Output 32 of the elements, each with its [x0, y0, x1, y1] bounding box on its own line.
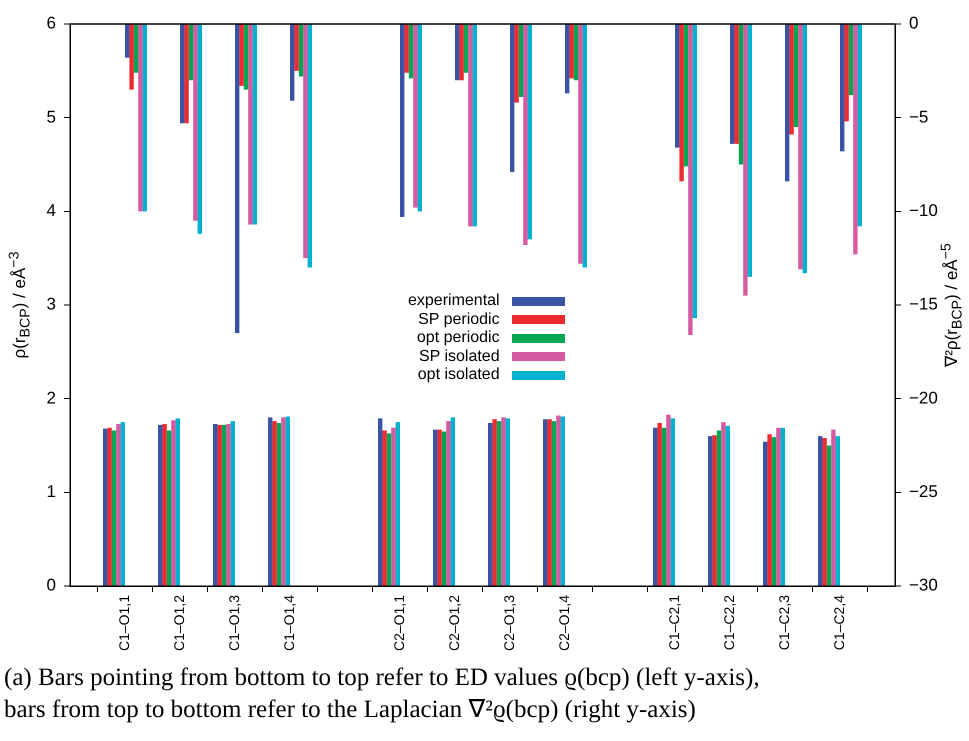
y-tick-label: 5: [46, 107, 56, 126]
legend-label: experimental: [408, 292, 500, 310]
y2-tick-label: −25: [909, 482, 938, 502]
x-tick-label: C1–C2,1: [666, 594, 682, 650]
y-tick-label: 3: [46, 294, 56, 314]
y-tick-label: 2: [46, 388, 56, 408]
text: (a) Bars pointing from bottom to top refer to ED values ϱ(bcp) (left y-axis), bars from top to bottom refer to the Laplacian ∇²ϱ(bcp) (right y-axis): [4, 663, 760, 725]
x-tick-label: C2–O1,1: [390, 594, 407, 652]
y2-tick-label: −15: [909, 294, 938, 314]
y-tick-label: 4: [46, 201, 56, 220]
y-tick-label: 0: [46, 576, 56, 595]
legend-label: opt isolated: [418, 366, 500, 384]
y2-tick-label: −5: [909, 107, 928, 126]
x-tick-label: C1–C2,2: [720, 594, 737, 650]
y2-tick-label: 0: [909, 14, 918, 33]
x-tick-label: C1–C2,4: [830, 594, 847, 650]
y2-tick-label: −10: [909, 201, 938, 220]
y2-tick-label: −20: [909, 388, 938, 408]
y2-tick-label: −30: [909, 576, 938, 595]
legend-label: SP isolated: [418, 348, 500, 366]
x-tick-label: C1–O1,3: [226, 594, 242, 652]
y-tick-label: 1: [46, 482, 56, 502]
x-tick-label: C2–O1,4: [556, 594, 572, 652]
x-tick-label: C1–O1,4: [280, 594, 297, 652]
x-tick-label: C1–C2,3: [776, 594, 792, 650]
x-tick-label: C2–O1,3: [500, 594, 517, 652]
x-tick-label: C1–O1,1: [116, 594, 132, 652]
x-tick-label: C1–O1,2: [170, 594, 187, 652]
legend-label: SP periodic: [418, 310, 500, 329]
legend-label: opt periodic: [416, 329, 500, 348]
x-tick-label: C2–O1,2: [446, 594, 462, 652]
y-tick-label: 6: [46, 14, 56, 33]
